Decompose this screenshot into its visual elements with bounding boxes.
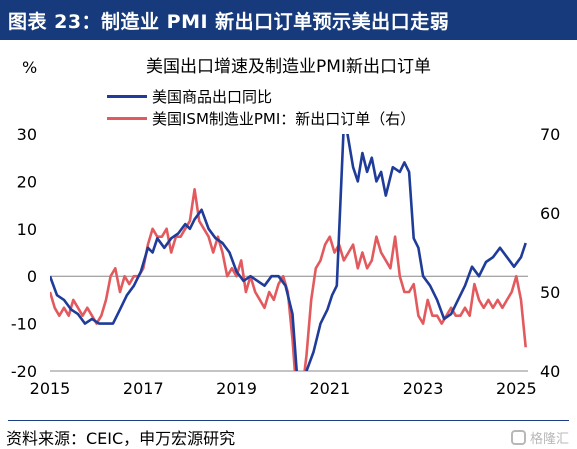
y-right-tick-label: 60: [540, 204, 560, 223]
watermark-logo-icon: [510, 430, 526, 445]
y-left-tick-label: 20: [17, 172, 37, 191]
legend-item-export: 美国商品出口同比: [107, 86, 272, 107]
legend-swatch-pmi: [107, 117, 147, 120]
y-left-tick-label: 10: [17, 220, 37, 239]
x-tick-label: 2023: [403, 379, 444, 398]
legend-item-pmi: 美国ISM制造业PMI：新出口订单（右）: [107, 108, 415, 129]
y-left-tick-label: 30: [17, 125, 37, 144]
y-right-tick-label: 40: [540, 362, 560, 381]
figure-title: 图表 23：制造业 PMI 新出口订单预示美出口走弱: [8, 11, 450, 33]
watermark-text: 格隆汇: [529, 432, 569, 447]
footer-divider: [8, 420, 569, 421]
y-left-tick-label: 0: [27, 267, 37, 286]
y-right-tick-label: 50: [540, 283, 560, 302]
x-tick-label: 2021: [309, 379, 350, 398]
y-right-tick-label: 70: [540, 125, 560, 144]
y-left-tick-label: -20: [11, 362, 37, 381]
legend-label-pmi: 美国ISM制造业PMI：新出口订单（右）: [152, 110, 416, 128]
x-tick-label: 2015: [30, 379, 71, 398]
watermark: 格隆汇: [510, 428, 569, 447]
x-tick-label: 2025: [496, 379, 537, 398]
source-note: 资料来源：CEIC，申万宏源研究: [6, 429, 236, 448]
x-tick-label: 2019: [216, 379, 257, 398]
series-line-export: [50, 134, 527, 371]
chart-title: 美国出口增速及制造业PMI新出口订单: [146, 57, 431, 77]
x-tick-label: 2017: [123, 379, 164, 398]
header-bar: 图表 23：制造业 PMI 新出口订单预示美出口走弱: [0, 0, 577, 40]
y-left-tick-label: -10: [11, 315, 37, 334]
y-unit-label: %: [22, 58, 38, 77]
legend-label-export: 美国商品出口同比: [152, 88, 273, 106]
legend-swatch-export: [107, 95, 147, 98]
